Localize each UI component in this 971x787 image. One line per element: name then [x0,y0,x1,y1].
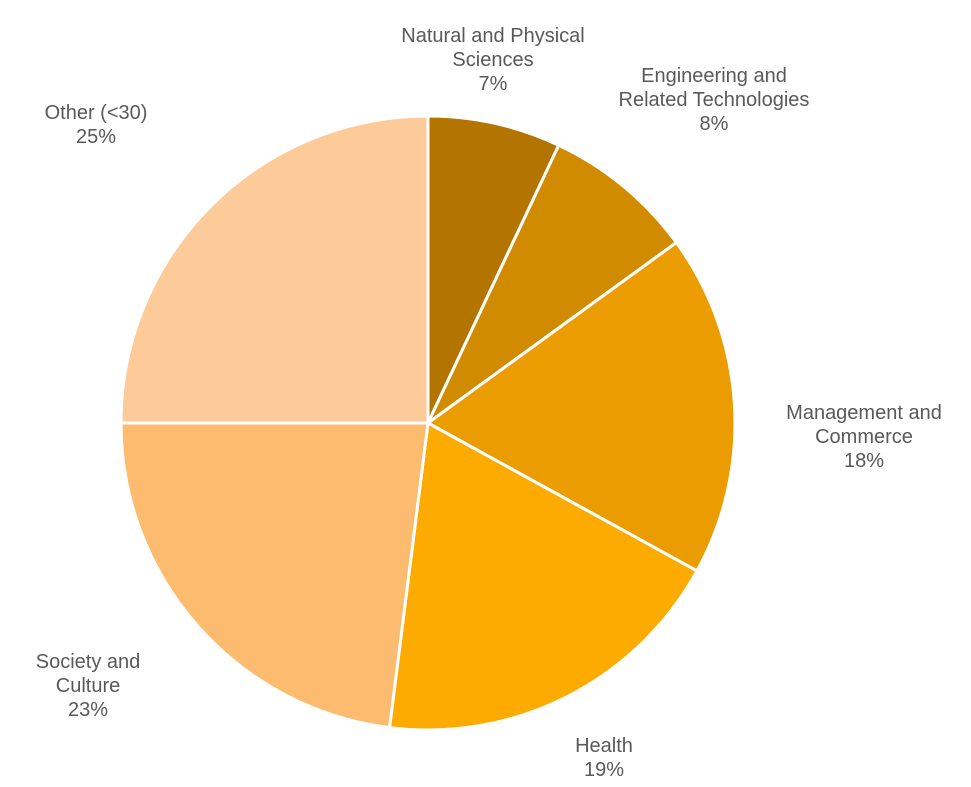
pie-slice [387,420,700,732]
slice-label: Health 19% [544,734,664,782]
value-label: 8% [699,113,729,135]
slice-label: Society and Culture 23% [13,650,163,722]
pie-slice [119,421,430,730]
category-label: Other (<30) [44,102,148,124]
slice-label: Management and Commerce 18% [764,401,964,473]
slice-label: Engineering and Related Technologies 8% [614,64,814,136]
category-label: Society and Culture [35,651,141,697]
pie-slice [426,114,561,424]
category-label: Natural and Physical Sciences [401,25,585,71]
category-label: Management and Commerce [786,402,942,448]
pie-slice [119,114,430,425]
pie-slice [425,240,737,573]
pie-slice [426,143,679,425]
category-label: Health [575,735,633,757]
value-label: 7% [478,73,508,95]
slice-label: Other (<30) 25% [21,101,171,149]
category-label: Engineering and Related Technologies [618,65,810,111]
value-label: 18% [843,450,885,472]
value-label: 23% [67,699,109,721]
value-label: 25% [75,126,117,148]
value-label: 19% [583,759,625,781]
slice-label: Natural and Physical Sciences 7% [393,24,593,96]
